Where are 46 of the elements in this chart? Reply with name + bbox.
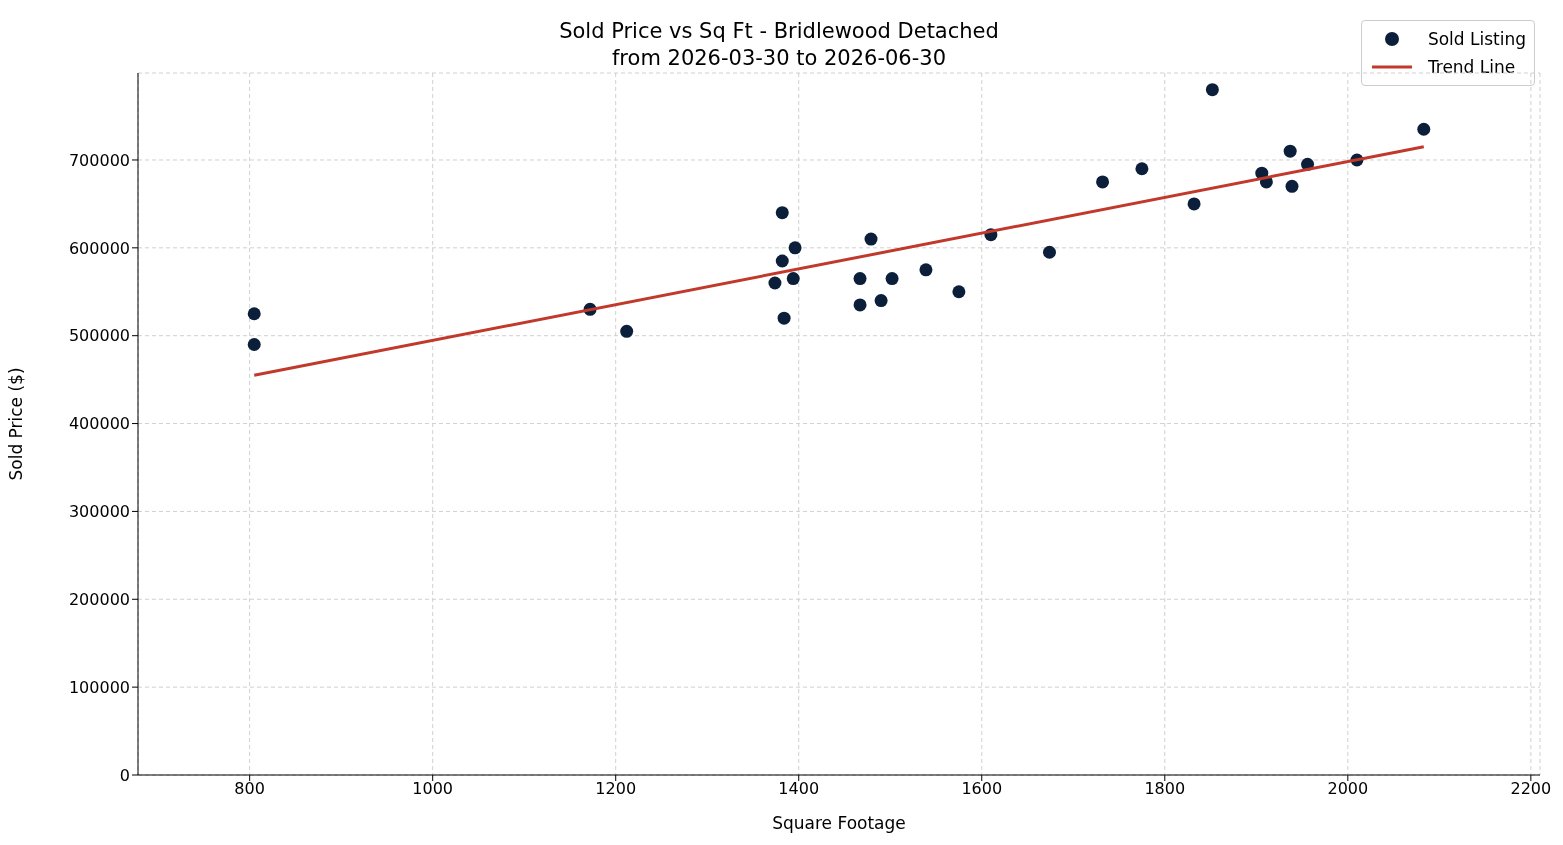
point <box>786 272 800 286</box>
point <box>853 272 867 286</box>
point <box>864 232 878 246</box>
point <box>1285 179 1299 193</box>
y-axis-title: Sold Price ($) <box>6 367 27 481</box>
point <box>1096 175 1110 189</box>
legend-label: Trend Line <box>1427 57 1516 77</box>
x-tick-label: 1200 <box>595 779 637 799</box>
chart-title: Sold Price vs Sq Ft - Bridlewood Detached <box>559 19 999 43</box>
point <box>874 294 888 308</box>
point <box>1205 83 1219 97</box>
point <box>1417 122 1431 136</box>
y-tick-label: 500000 <box>68 326 130 346</box>
chart-subtitle: from 2026-03-30 to 2026-06-30 <box>611 46 947 70</box>
point <box>620 324 634 338</box>
point <box>885 272 899 286</box>
y-tick-label: 700000 <box>68 150 130 170</box>
y-tick-label: 100000 <box>68 677 130 697</box>
x-tick-label: 1400 <box>778 779 820 799</box>
x-axis-title: Square Footage <box>772 813 906 833</box>
x-tick-label: 1600 <box>961 779 1003 799</box>
point <box>1283 144 1297 158</box>
point <box>919 263 933 277</box>
y-tick-label: 200000 <box>68 589 130 609</box>
x-tick-label: 2000 <box>1327 779 1369 799</box>
x-tick-label: 1000 <box>412 779 454 799</box>
point <box>952 285 966 299</box>
point <box>777 311 791 325</box>
point <box>788 241 802 255</box>
point <box>1187 197 1201 211</box>
x-tick-label: 2200 <box>1510 779 1552 799</box>
legend-label: Sold Listing <box>1427 29 1526 49</box>
y-tick-label: 0 <box>119 765 130 785</box>
y-tick-label: 300000 <box>68 502 130 522</box>
point <box>1135 162 1149 176</box>
y-tick-label: 600000 <box>68 238 130 258</box>
point <box>775 254 789 268</box>
point <box>247 307 261 321</box>
point <box>247 337 261 351</box>
point <box>1042 245 1056 259</box>
point <box>775 206 789 220</box>
x-tick-label: 800 <box>234 779 265 799</box>
x-tick-label: 1800 <box>1144 779 1186 799</box>
point <box>853 298 867 312</box>
y-tick-label: 400000 <box>68 414 130 434</box>
point <box>768 276 782 290</box>
